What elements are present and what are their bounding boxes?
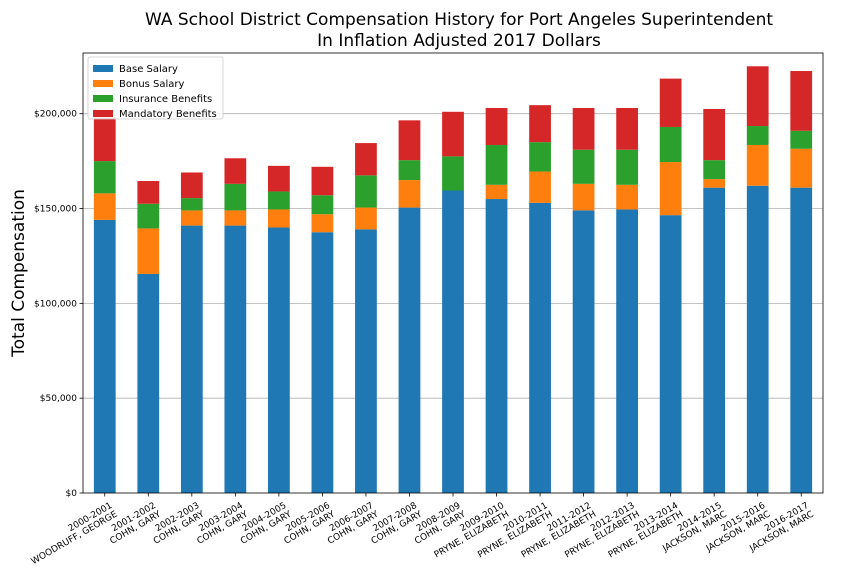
bar-segment xyxy=(659,162,682,216)
y-ticks: $0 $50,000 $100,000 $150,000 $200,000 xyxy=(34,110,83,499)
y-tick-label: $50,000 xyxy=(40,394,77,404)
bar-segment xyxy=(268,191,290,210)
bar-segment xyxy=(180,225,203,493)
bar-segment xyxy=(572,149,595,184)
x-ticks: 2000-2001WOODRUFF, GEORGE2001-2002COHN, … xyxy=(25,493,816,567)
y-tick-label: $100,000 xyxy=(34,299,77,309)
bar-segment xyxy=(398,207,421,493)
bar-segment xyxy=(572,108,595,150)
bar-segment xyxy=(355,175,377,208)
bar-segment xyxy=(703,187,726,494)
bar-segment xyxy=(93,117,116,162)
bars xyxy=(93,66,813,494)
bar-segment xyxy=(180,210,203,226)
y-axis-label: Total Compensation xyxy=(9,189,29,358)
bar-segment xyxy=(442,111,464,157)
legend-swatch xyxy=(93,80,113,87)
bar-segment xyxy=(137,228,160,274)
bar-segment xyxy=(746,185,769,494)
legend-label: Base Salary xyxy=(119,64,178,75)
bar-segment xyxy=(137,273,160,493)
bar-segment xyxy=(529,202,551,494)
bar-segment xyxy=(746,126,769,145)
bar-segment xyxy=(268,209,290,228)
bar-segment xyxy=(746,144,769,186)
bar-segment xyxy=(355,143,377,176)
bar-segment xyxy=(616,209,638,493)
bar-segment xyxy=(790,130,813,149)
bar-segment xyxy=(224,183,247,211)
y-tick-label: $150,000 xyxy=(34,205,77,215)
bar-segment xyxy=(355,207,377,230)
bar-segment xyxy=(790,148,813,188)
bar-segment xyxy=(703,160,726,180)
bar-segment xyxy=(311,166,334,196)
bar-segment xyxy=(529,142,551,172)
bar-segment xyxy=(529,171,551,203)
bar-segment xyxy=(746,66,769,127)
y-tick-label: $200,000 xyxy=(34,110,77,120)
legend-label: Insurance Benefits xyxy=(119,94,212,105)
bar-segment xyxy=(311,232,334,494)
bar-segment xyxy=(485,108,508,145)
legend-box xyxy=(87,56,224,120)
chart-title: WA School District Compensation History … xyxy=(145,10,773,30)
bar-segment xyxy=(268,227,290,493)
legend-swatch xyxy=(93,65,113,72)
legend-swatch xyxy=(93,95,113,102)
bar-segment xyxy=(529,105,551,143)
bar-segment xyxy=(572,183,595,211)
bar-segment xyxy=(137,181,160,204)
bar-segment xyxy=(616,108,638,150)
legend-label: Bonus Salary xyxy=(119,79,185,90)
bar-segment xyxy=(311,214,334,233)
bar-segment xyxy=(268,165,290,192)
bar-segment xyxy=(442,190,464,493)
bar-segment xyxy=(224,210,247,226)
bar-segment xyxy=(572,210,595,493)
bar-segment xyxy=(616,184,638,210)
bar-segment xyxy=(485,199,508,493)
bar-segment xyxy=(659,126,682,163)
x-tick-label: 2000-2001WOODRUFF, GEORGE xyxy=(25,501,120,567)
bar-segment xyxy=(93,219,116,493)
bar-segment xyxy=(224,158,247,184)
bar-segment xyxy=(703,108,726,161)
legend-swatch xyxy=(93,110,113,117)
bar-segment xyxy=(485,144,508,185)
bar-segment xyxy=(398,180,421,208)
bar-segment xyxy=(485,184,508,200)
bar-segment xyxy=(659,215,682,494)
bar-segment xyxy=(442,156,464,191)
bar-segment xyxy=(398,120,421,161)
bar-segment xyxy=(355,229,377,493)
bar-segment xyxy=(180,172,203,199)
bar-segment xyxy=(137,203,160,229)
chart-subtitle: In Inflation Adjusted 2017 Dollars xyxy=(317,31,601,51)
bar-segment xyxy=(93,193,116,220)
bar-segment xyxy=(180,198,203,211)
legend-label: Mandatory Benefits xyxy=(119,109,217,120)
bar-segment xyxy=(311,195,334,215)
bar-segment xyxy=(616,149,638,185)
bar-segment xyxy=(790,71,813,131)
bar-segment xyxy=(790,187,813,494)
bar-segment xyxy=(703,179,726,188)
bar-segment xyxy=(224,225,247,493)
bar-segment xyxy=(398,160,421,181)
bar-segment xyxy=(93,161,116,194)
bar-segment xyxy=(659,78,682,127)
y-tick-label: $0 xyxy=(66,489,78,499)
legend: Base Salary Bonus Salary Insurance Benefit… xyxy=(87,56,224,120)
